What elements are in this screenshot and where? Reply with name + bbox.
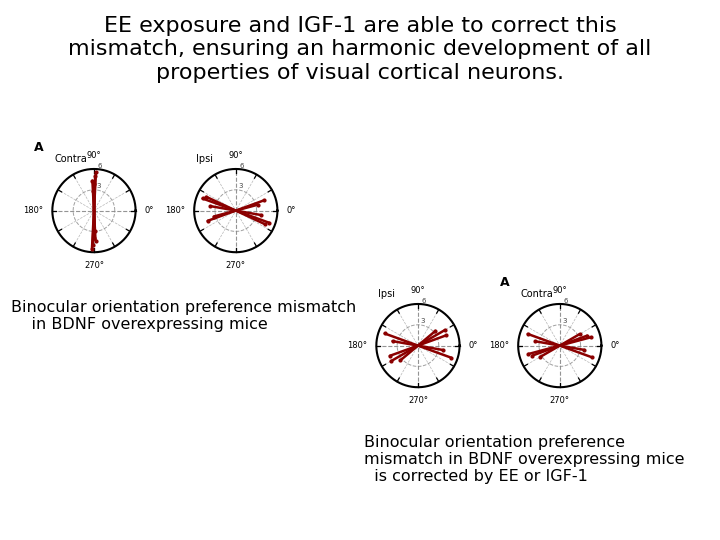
Text: 90°: 90° xyxy=(552,286,567,295)
Text: 270°: 270° xyxy=(226,261,246,271)
Text: 270°: 270° xyxy=(550,396,570,406)
Text: 6: 6 xyxy=(97,163,102,168)
Text: 0°: 0° xyxy=(469,341,478,350)
Text: Ipsi: Ipsi xyxy=(379,289,395,299)
Text: 3: 3 xyxy=(96,184,101,190)
Text: Binocular orientation preference mismatch
    in BDNF overexpressing mice: Binocular orientation preference mismatc… xyxy=(11,300,356,332)
Text: 90°: 90° xyxy=(228,151,243,160)
Text: Contra: Contra xyxy=(55,154,87,164)
Text: 270°: 270° xyxy=(84,261,104,271)
Text: 90°: 90° xyxy=(410,286,426,295)
Text: 0°: 0° xyxy=(611,341,620,350)
Text: 3: 3 xyxy=(420,319,425,325)
Text: 0°: 0° xyxy=(145,206,154,215)
Text: Binocular orientation preference
mismatch in BDNF overexpressing mice
  is corre: Binocular orientation preference mismatc… xyxy=(364,435,684,484)
Text: 0°: 0° xyxy=(287,206,296,215)
Text: 6: 6 xyxy=(563,298,567,303)
Text: 270°: 270° xyxy=(408,396,428,406)
Text: A: A xyxy=(500,276,509,289)
Text: 3: 3 xyxy=(238,184,243,190)
Text: 90°: 90° xyxy=(86,151,102,160)
Text: Ipsi: Ipsi xyxy=(197,154,213,164)
Text: 180°: 180° xyxy=(347,341,367,350)
Text: A: A xyxy=(34,141,43,154)
Text: 180°: 180° xyxy=(165,206,185,215)
Text: 180°: 180° xyxy=(23,206,43,215)
Text: 3: 3 xyxy=(562,319,567,325)
Text: EE exposure and IGF-1 are able to correct this
mismatch, ensuring an harmonic de: EE exposure and IGF-1 are able to correc… xyxy=(68,16,652,83)
Text: 6: 6 xyxy=(239,163,243,168)
Text: 180°: 180° xyxy=(489,341,509,350)
Text: Contra: Contra xyxy=(521,289,553,299)
Text: 6: 6 xyxy=(421,298,426,303)
